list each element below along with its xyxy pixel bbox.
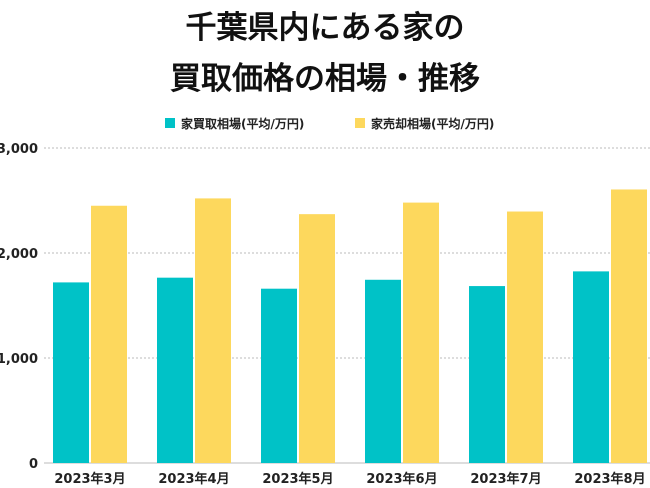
y-tick-label-3: 3,000 — [0, 142, 38, 157]
legend: 家買取相場(平均/万円) 家売却相場(平均/万円) — [165, 116, 494, 131]
legend-label-buy: 家買取相場(平均/万円) — [181, 116, 304, 131]
bar-sell-1 — [195, 198, 231, 463]
bar-buy-1 — [157, 277, 193, 463]
y-tick-label-2: 2,000 — [0, 247, 38, 262]
y-tick-label-0: 0 — [29, 457, 38, 472]
x-tick-label-1: 2023年4月 — [158, 471, 229, 487]
chart-title-line-2: 買取価格の相場・推移 — [170, 61, 480, 97]
bar-sell-4 — [507, 211, 543, 463]
y-tick-label-1: 1,000 — [0, 352, 38, 367]
bar-buy-2 — [261, 288, 297, 463]
legend-label-sell: 家売却相場(平均/万円) — [371, 116, 494, 131]
gridlines — [44, 147, 650, 464]
chart-title-line-1: 千葉県内にある家の — [185, 10, 465, 46]
bar-sell-3 — [403, 202, 439, 463]
x-axis-ticks: 2023年3月 2023年4月 2023年5月 2023年6月 2023年7月 2023年… — [54, 471, 645, 487]
bar-buy-3 — [365, 279, 401, 463]
bar-buy-5 — [573, 271, 609, 463]
x-tick-label-5: 2023年8月 — [574, 471, 645, 487]
bar-sell-5 — [611, 189, 647, 463]
x-tick-label-0: 2023年3月 — [54, 471, 125, 487]
x-tick-label-3: 2023年6月 — [366, 471, 437, 487]
y-axis-ticks: 0 1,000 2,000 3,000 — [0, 142, 38, 472]
x-tick-label-2: 2023年5月 — [262, 471, 333, 487]
bars — [53, 189, 647, 463]
bar-sell-2 — [299, 214, 335, 463]
x-tick-label-4: 2023年7月 — [470, 471, 541, 487]
legend-swatch-buy — [165, 118, 175, 128]
legend-swatch-sell — [355, 118, 365, 128]
bar-buy-0 — [53, 282, 89, 463]
bar-sell-0 — [91, 205, 127, 463]
bar-buy-4 — [469, 286, 505, 463]
